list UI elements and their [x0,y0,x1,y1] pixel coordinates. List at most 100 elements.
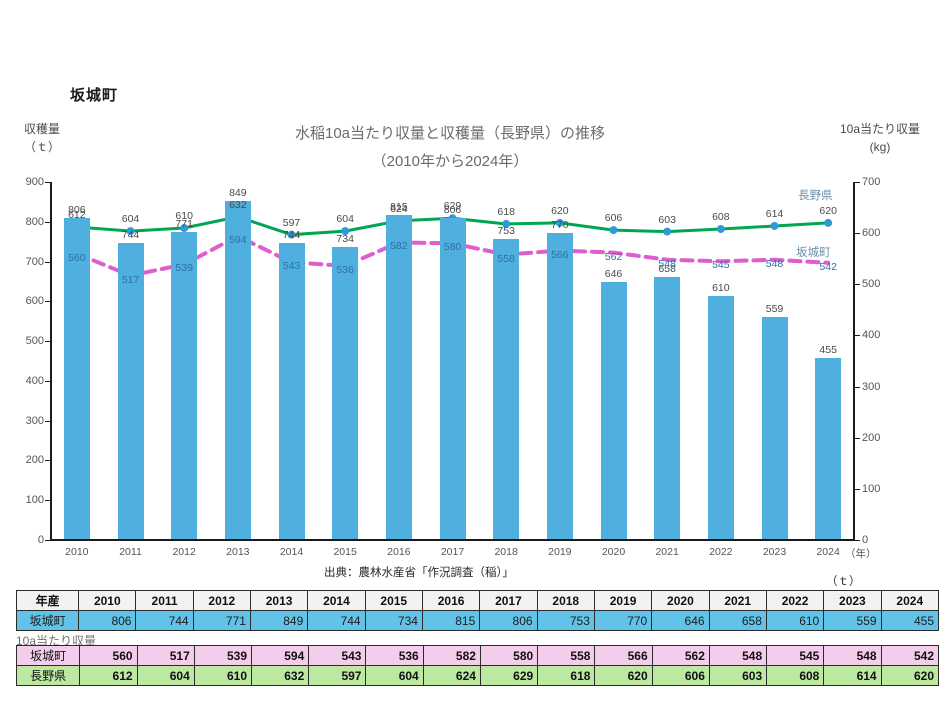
table-cell: 562 [651,645,710,666]
bar-value-label: 806 [443,204,462,217]
table-yield-total: 年産 2010 2011 2012 2013 2014 2015 2016 2017 2018 20… [15,590,939,631]
y-tick-label-left: 800 [25,215,44,228]
table-cell: 517 [136,645,195,666]
bar [63,218,90,539]
y-tick-left [45,540,50,541]
x-tick-label: 2016 [387,546,411,558]
y-tick-label-left: 300 [25,414,44,427]
y-axis-right-line [853,182,855,540]
line-value-label-nagano: 614 [765,207,784,220]
source-note: 出典：農林水産省「作況調査（稲）」 [324,567,514,579]
x-tick-label: 2017 [440,546,465,558]
table-cell: 744 [307,610,366,631]
table-cell: 610 [765,610,825,631]
y-tick-right [855,284,860,286]
x-tick-label: 2022 [709,546,733,558]
bar-value-label: 610 [712,282,730,295]
y-tick-left [45,341,50,343]
y-tick-right [855,335,860,337]
table-cell: 606 [651,665,710,686]
bar-value-label: 744 [282,229,301,242]
plot-area: 出典：農林水産省「作況調査（稲）」 （年） 0 100 200 300 400 500 60… [26,177,881,580]
table-cell: 620 [594,665,653,686]
line-value-label-sakaki: 566 [551,248,569,261]
page-title: 坂城町 [70,87,119,104]
y-tick-left [45,182,50,183]
table-row: 坂城町 806 744 771 849 744 734 815 806 753 770 646 658 6… [15,610,939,631]
y-tick-label-right: 0 [862,534,869,546]
line-marker-nagano [770,221,779,230]
y-tick-left [45,261,50,263]
table-cell: 632 [251,665,310,686]
line-value-label-nagano: 603 [658,213,676,226]
line-value-label-sakaki: 517 [121,273,140,286]
y-tick-label-right: 600 [862,227,881,240]
y-tick-label-right: 300 [862,380,881,393]
table-yield-per-10a: 坂城町 560 517 539 594 543 536 582 580 558 566 562 548 5… [15,645,939,686]
table-cell: 770 [593,610,653,631]
y-tick-left [45,301,50,303]
chart-subtitle: （2010年から2024年） [371,153,529,170]
bar-value-label: 455 [819,344,837,356]
table-cell: 849 [249,610,309,631]
table-cell: 806 [78,610,137,631]
line-marker-nagano [126,227,135,236]
y-tick-label-right: 500 [862,278,881,291]
table-top-unit: （ｔ） [826,576,861,588]
table-year-header: 2014 [307,590,366,611]
y-tick-right [855,437,860,439]
line-marker-nagano [555,218,564,227]
y-tick-label-left: 400 [25,374,44,387]
table-cell: 548 [823,645,882,666]
line-marker-nagano [341,227,350,236]
bar-value-label: 559 [765,302,784,315]
table-year-header: 2021 [708,590,767,611]
line-value-label-nagano: 604 [121,213,140,226]
bar [707,296,734,539]
x-tick-label: 2014 [279,546,304,558]
y-tick-right [855,488,860,490]
bar [815,358,842,539]
y-tick-right [855,540,860,541]
bar-value-label: 815 [390,200,408,213]
table-year-header: 2024 [880,590,939,611]
line-value-label-nagano: 610 [175,210,193,223]
table-bottom-caption: 10a当たり収量 [16,634,97,648]
table-row-label: 長野県 [15,665,81,686]
line-value-label-nagano: 597 [282,216,301,229]
x-tick-label: 2011 [119,546,142,558]
bar-value-label: 753 [497,225,515,238]
table-year-header: 2018 [536,590,595,611]
table-year-header: 2023 [823,590,882,611]
bar-value-label: 806 [68,204,86,217]
table-cell: 610 [193,665,253,686]
x-tick-label: 2010 [65,546,89,558]
table-cell: 558 [537,645,596,666]
line-value-label-sakaki: 536 [336,263,354,276]
line-value-label-sakaki: 594 [229,234,247,247]
line-value-label-sakaki: 539 [175,262,193,275]
table-cell: 806 [479,610,538,631]
x-axis-unit: （年） [845,548,877,560]
table-cell: 646 [651,610,710,631]
line-value-label-nagano: 632 [229,198,247,211]
table-cell: 771 [192,610,251,631]
line-value-label-sakaki: 580 [443,241,462,254]
y-tick-label-right: 200 [862,431,881,444]
line-value-label-nagano: 624 [390,202,408,215]
line-value-label-nagano: 606 [604,212,623,225]
line-value-label-nagano: 612 [68,209,86,221]
line-value-label-sakaki: 545 [712,259,730,272]
table-cell: 536 [365,645,424,666]
bar [439,218,466,539]
table-cell: 620 [880,665,939,686]
bar-value-label: 770 [551,218,569,231]
y-axis-left-unit: （ｔ） [23,140,60,154]
bar-value-label: 849 [229,187,247,200]
table-year-header: 2011 [135,590,194,611]
table-cell: 594 [251,645,310,666]
line-value-label-sakaki: 542 [819,260,837,273]
x-tick-label: 2015 [333,546,357,558]
table-year-header: 2017 [479,590,538,611]
table-cell: 744 [135,610,194,631]
